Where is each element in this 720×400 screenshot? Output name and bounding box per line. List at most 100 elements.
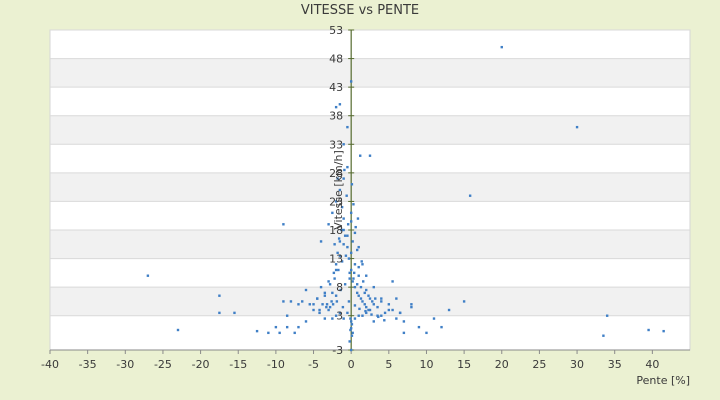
plot-band: [50, 115, 690, 145]
data-point: [361, 314, 364, 317]
data-point: [341, 305, 345, 309]
data-point: [387, 303, 391, 306]
data-point: [334, 314, 338, 317]
data-point: [331, 211, 334, 215]
data-point: [387, 308, 391, 312]
data-point: [351, 280, 354, 283]
data-point: [357, 294, 360, 297]
data-point: [391, 280, 394, 283]
data-point: [349, 328, 352, 332]
x-tick-labels: -40 -35 -30 -25 -20 -15 -10 -5 0 5 10 15 20 25 30 35 40: [41, 358, 659, 371]
data-point: [331, 317, 334, 320]
data-point: [356, 217, 360, 220]
data-point: [360, 260, 363, 263]
data-point: [328, 283, 332, 286]
axes: [49, 29, 690, 354]
data-point: [357, 245, 360, 249]
data-point: [380, 297, 383, 300]
y-tick-label: 33: [329, 138, 343, 151]
data-point: [344, 254, 348, 257]
x-tick-label: 35: [608, 358, 622, 371]
data-point: [323, 291, 327, 295]
data-point: [383, 319, 386, 322]
data-point: [348, 277, 351, 280]
data-point: [346, 311, 349, 315]
data-point: [383, 311, 387, 315]
data-point: [352, 203, 355, 206]
data-point: [462, 300, 466, 303]
data-point: [500, 45, 503, 49]
data-point: [361, 300, 364, 303]
data-point: [349, 317, 352, 320]
data-point: [327, 280, 330, 283]
data-point: [447, 308, 451, 312]
x-tick-label: 10: [419, 358, 433, 371]
data-point: [372, 285, 375, 289]
data-point: [410, 305, 413, 309]
data-point: [368, 297, 372, 300]
data-point: [356, 283, 359, 286]
data-point: [365, 274, 368, 277]
y-tick-label: -3: [332, 344, 343, 357]
data-point: [432, 317, 436, 320]
x-tick-label: 40: [645, 358, 659, 371]
data-point: [218, 294, 221, 297]
data-point: [376, 305, 379, 309]
data-point: [359, 285, 363, 289]
data-point: [325, 303, 329, 306]
data-point: [342, 243, 345, 246]
plot-band: [50, 258, 690, 288]
data-point: [349, 211, 353, 215]
data-point: [308, 303, 311, 306]
y-tick-label: 8: [336, 281, 343, 294]
plot-band: [50, 201, 690, 230]
data-point: [323, 317, 327, 320]
plot-band: [50, 30, 690, 59]
data-point: [353, 304, 357, 307]
data-point: [575, 125, 579, 129]
data-point: [358, 307, 361, 311]
y-tick-labels: 53 48 43 38 33 28 23 18 13 8 3 -3: [329, 24, 343, 357]
data-point: [353, 231, 357, 235]
plot-band: [50, 144, 690, 173]
data-point: [336, 251, 339, 255]
data-point: [340, 228, 343, 232]
data-point: [468, 194, 472, 197]
x-tick-label: -5: [308, 358, 319, 371]
data-point: [338, 254, 342, 257]
y-tick-label: 23: [329, 195, 343, 208]
data-point: [372, 303, 375, 306]
data-point: [146, 274, 150, 277]
data-point: [343, 283, 347, 286]
data-point: [362, 280, 365, 283]
data-point: [336, 177, 339, 180]
data-point: [332, 271, 336, 275]
data-point: [347, 257, 351, 260]
plot-band: [50, 87, 690, 116]
data-point: [353, 285, 357, 289]
y-tick-label: 18: [329, 224, 343, 237]
data-point: [343, 168, 346, 172]
x-tick-label: 25: [532, 358, 546, 371]
data-point: [348, 340, 351, 343]
data-point: [278, 331, 281, 335]
data-point: [328, 305, 332, 309]
x-tick-label: -25: [154, 358, 172, 371]
data-point: [349, 80, 353, 83]
data-point: [218, 311, 221, 315]
data-point: [297, 303, 300, 306]
data-point: [350, 183, 354, 186]
data-point: [346, 245, 349, 249]
plot-band: [50, 287, 690, 316]
data-point: [343, 234, 347, 237]
data-point: [346, 223, 350, 226]
data-point: [359, 154, 362, 157]
x-tick-label: -10: [267, 358, 285, 371]
data-point: [331, 291, 334, 295]
data-point: [356, 248, 359, 252]
data-point: [350, 323, 354, 326]
data-point: [605, 314, 609, 317]
data-point: [371, 300, 374, 303]
data-point: [338, 311, 342, 315]
data-point: [402, 331, 406, 335]
